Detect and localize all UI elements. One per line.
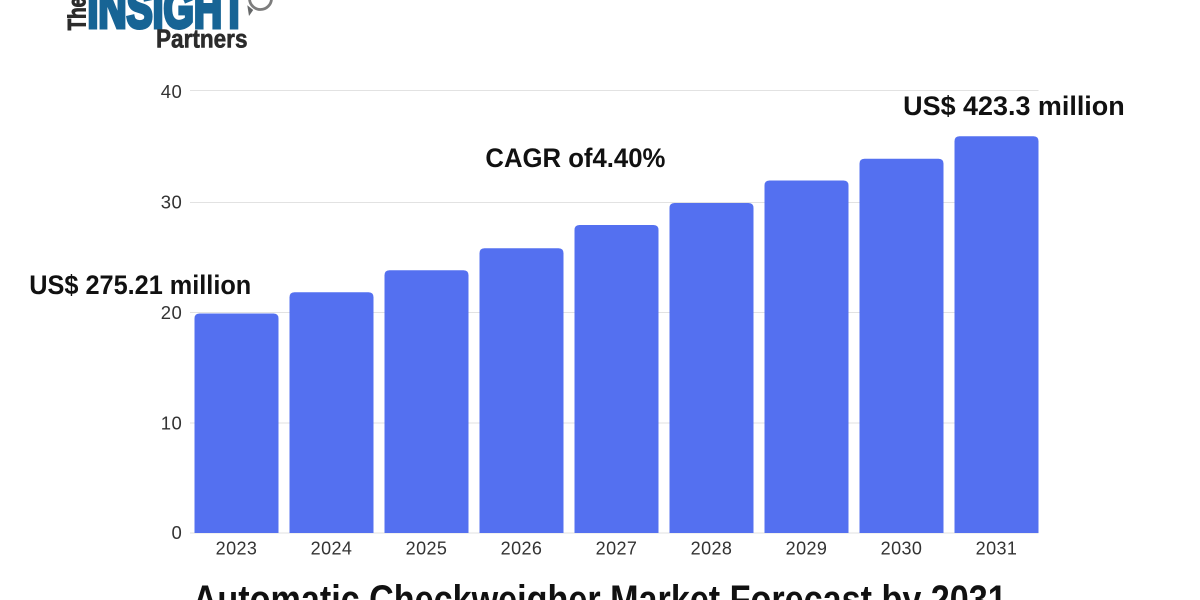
svg-text:0: 0 <box>172 522 183 543</box>
svg-text:INSIGHT: INSIGHT <box>88 0 247 40</box>
svg-text:Partners: Partners <box>156 24 248 54</box>
svg-text:US$ 275.21 million: US$ 275.21 million <box>29 270 251 300</box>
svg-text:2029: 2029 <box>786 539 828 559</box>
svg-text:2031: 2031 <box>976 539 1018 559</box>
svg-text:10: 10 <box>161 413 183 434</box>
svg-text:20: 20 <box>161 302 183 323</box>
svg-text:30: 30 <box>161 192 183 213</box>
svg-text:2026: 2026 <box>501 539 543 559</box>
svg-text:2023: 2023 <box>216 539 258 559</box>
svg-text:2028: 2028 <box>691 539 733 559</box>
svg-text:US$ 423.3 million: US$ 423.3 million <box>903 91 1125 121</box>
svg-text:Automatic Checkweigher Market: Automatic Checkweigher Market Forecast b… <box>193 578 1007 600</box>
svg-text:2024: 2024 <box>311 539 353 559</box>
svg-text:2025: 2025 <box>406 539 448 559</box>
svg-text:2030: 2030 <box>881 539 923 559</box>
svg-text:2027: 2027 <box>596 539 638 559</box>
svg-text:40: 40 <box>161 81 183 102</box>
svg-text:CAGR of4.40%: CAGR of4.40% <box>485 143 665 173</box>
svg-text:The: The <box>64 0 91 30</box>
